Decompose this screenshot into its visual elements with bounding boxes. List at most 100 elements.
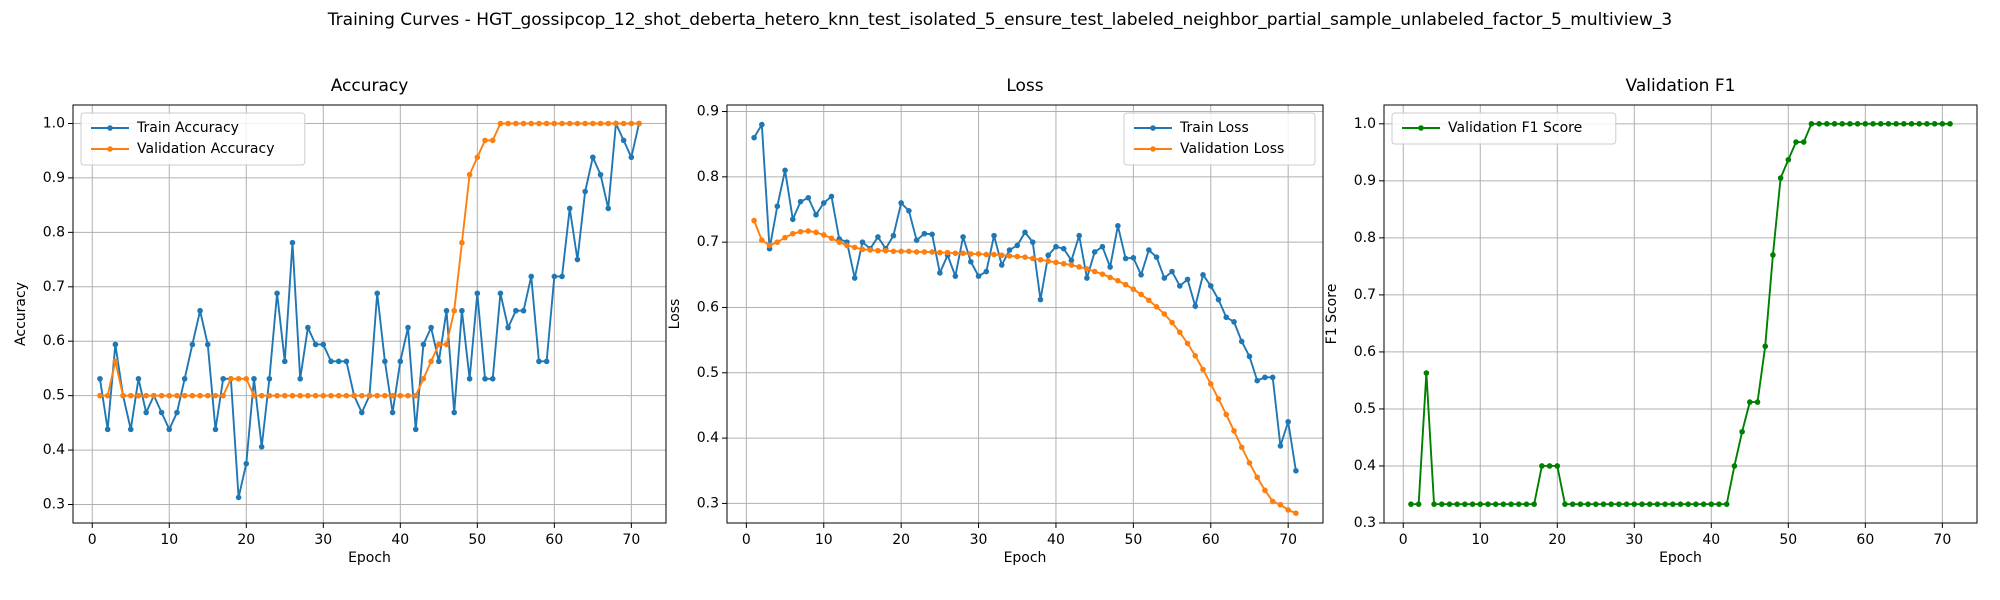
- data-point: [1207, 381, 1214, 387]
- data-point: [474, 290, 481, 297]
- data-point: [1022, 254, 1028, 260]
- data-point: [1577, 501, 1584, 507]
- data-point: [466, 375, 473, 382]
- data-point: [1546, 463, 1553, 469]
- data-point: [1908, 121, 1915, 127]
- data-point: [1454, 501, 1460, 507]
- data-point: [929, 231, 935, 238]
- data-point: [937, 249, 943, 256]
- x-tick-label: 70: [1279, 532, 1297, 548]
- data-point: [1269, 374, 1276, 381]
- data-point: [952, 273, 959, 279]
- x-tick-label: 0: [1399, 532, 1408, 548]
- data-point: [174, 392, 180, 399]
- legend-label: Validation F1 Score: [1448, 120, 1582, 136]
- data-point: [1662, 501, 1668, 507]
- data-point: [1462, 501, 1468, 507]
- data-point: [1045, 258, 1052, 264]
- data-point: [898, 200, 904, 206]
- data-point: [1631, 501, 1638, 507]
- data-point: [412, 426, 419, 433]
- data-point: [289, 239, 296, 246]
- y-tick-label: 0.5: [697, 365, 719, 381]
- data-point: [1500, 501, 1507, 507]
- x-tick-label: 20: [892, 532, 910, 548]
- data-point: [189, 341, 196, 348]
- data-point: [489, 375, 496, 382]
- legend-marker: [1150, 146, 1156, 152]
- data-point: [466, 171, 473, 178]
- data-point: [505, 120, 511, 127]
- data-point: [1014, 242, 1021, 249]
- data-point: [944, 249, 951, 256]
- data-point: [197, 392, 203, 399]
- data-point: [382, 358, 388, 365]
- legend-marker: [1418, 125, 1424, 131]
- y-tick-label: 0.3: [1354, 515, 1376, 531]
- data-point: [1200, 272, 1206, 278]
- data-point: [921, 230, 928, 237]
- data-point: [174, 409, 180, 416]
- data-point: [913, 249, 920, 255]
- data-point: [358, 392, 365, 399]
- data-point: [1523, 501, 1530, 507]
- data-point: [1747, 399, 1753, 405]
- data-point: [998, 262, 1005, 268]
- x-tick-label: 0: [742, 532, 751, 548]
- data-point: [1669, 501, 1676, 507]
- data-point: [1654, 501, 1661, 507]
- legend: Train Accuracy Validation Accuracy: [80, 112, 306, 166]
- data-point: [243, 460, 250, 467]
- data-point: [890, 248, 897, 255]
- y-axis-label: Accuracy: [13, 282, 29, 346]
- x-tick-label: 50: [468, 532, 486, 548]
- data-point: [135, 392, 142, 399]
- axes-frame: [72, 104, 667, 524]
- data-point: [436, 341, 442, 348]
- data-point: [1508, 501, 1514, 507]
- data-point: [166, 426, 173, 433]
- data-point: [297, 392, 303, 399]
- x-tick-label: 0: [88, 532, 97, 548]
- data-point: [1184, 276, 1191, 283]
- data-point: [1177, 283, 1183, 289]
- data-point: [1238, 444, 1245, 451]
- data-point: [1569, 501, 1576, 507]
- data-point: [1045, 252, 1052, 259]
- data-point: [1006, 253, 1013, 259]
- data-point: [312, 341, 319, 348]
- data-point: [620, 137, 627, 144]
- data-point: [1153, 254, 1160, 260]
- data-point: [212, 426, 219, 433]
- data-point: [774, 239, 781, 245]
- data-point: [204, 392, 211, 399]
- data-point: [597, 120, 604, 127]
- data-point: [443, 341, 450, 348]
- data-point: [228, 375, 234, 382]
- data-point: [274, 392, 280, 399]
- axes-title: Validation F1: [1626, 76, 1736, 96]
- data-point: [536, 120, 542, 127]
- data-point: [1485, 501, 1491, 507]
- data-point: [428, 324, 434, 331]
- data-point: [112, 358, 119, 365]
- y-tick-label: 0.8: [697, 169, 719, 185]
- data-point: [127, 392, 134, 399]
- data-point: [1215, 396, 1222, 402]
- y-tick-label: 0.6: [1354, 344, 1376, 360]
- data-point: [1122, 281, 1129, 288]
- data-point: [1115, 223, 1121, 229]
- data-point: [1107, 274, 1113, 281]
- data-point: [921, 249, 928, 255]
- data-point: [513, 120, 519, 127]
- data-point: [1816, 121, 1822, 127]
- data-point: [1539, 463, 1545, 469]
- data-point: [590, 120, 596, 127]
- data-point: [813, 211, 819, 218]
- data-point: [358, 409, 365, 416]
- data-point: [782, 234, 788, 241]
- data-point: [929, 249, 935, 255]
- data-point: [1901, 121, 1907, 127]
- data-point: [1084, 266, 1090, 272]
